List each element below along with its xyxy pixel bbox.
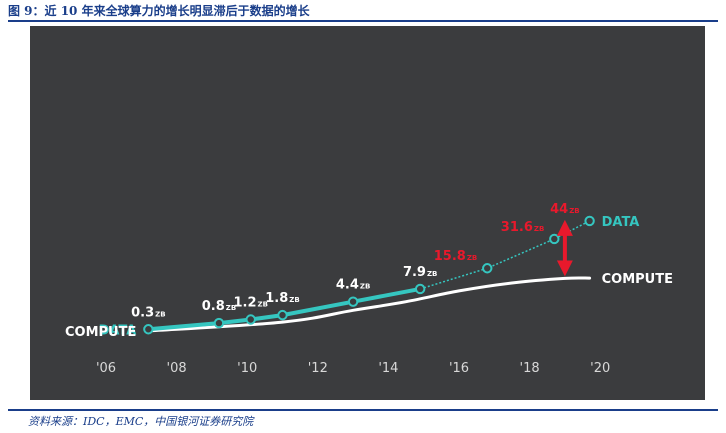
- source-note: 资料来源：IDC，EMC，中国银河证券研究院: [28, 415, 254, 428]
- x-tick-label: '20: [590, 361, 610, 376]
- x-tick-label: '08: [167, 361, 187, 376]
- data-point: [213, 317, 225, 329]
- x-tick-label: '10: [237, 361, 257, 376]
- data-value-label: 1.8ZB: [265, 291, 299, 306]
- data-value-label: 44ZB: [550, 202, 580, 217]
- compute-series-label-start: COMPUTE: [65, 325, 136, 340]
- data-series-label-end: DATA: [602, 215, 640, 230]
- data-point: [482, 263, 493, 274]
- data-value-label: 31.6ZB: [501, 220, 545, 235]
- data-point: [143, 324, 154, 335]
- figure-title: 图 9：近 10 年来全球算力的增长明显滞后于数据的增长: [8, 4, 310, 18]
- data-point: [277, 309, 288, 321]
- x-tick-label: '12: [308, 361, 328, 376]
- data-series-label-start: DATA: [99, 323, 137, 338]
- data-point: [549, 233, 560, 245]
- data-value-label: 0.3ZB: [131, 305, 165, 320]
- x-tick-label: '18: [520, 361, 540, 376]
- data-value-label: 4.4ZB: [336, 278, 370, 293]
- data-point: [245, 314, 256, 325]
- compute-series-line: [146, 276, 592, 333]
- x-tick-label: '16: [449, 361, 469, 376]
- data-point: [347, 296, 359, 307]
- data-point: [584, 215, 595, 227]
- data-series-line-solid: [148, 287, 421, 332]
- data-value-label: 1.2ZB: [234, 296, 268, 311]
- compute-series-label-end: COMPUTE: [602, 272, 673, 287]
- data-value-label: 15.8ZB: [434, 249, 478, 264]
- data-value-label: 0.8ZB: [202, 299, 236, 314]
- footer-rule: [8, 409, 718, 411]
- data-value-label: 7.9ZB: [403, 265, 437, 280]
- chart-panel: '06'08'10'12'14'16'18'20 0.3ZB 0.8ZB 1.2ZB 1…: [30, 26, 705, 400]
- x-tick-label: '14: [378, 361, 398, 376]
- title-rule: [8, 20, 718, 22]
- x-tick-label: '06: [96, 361, 116, 376]
- chart-svg: '06'08'10'12'14'16'18'200.3ZB0.8ZB1.2ZB1…: [65, 202, 673, 376]
- data-point: [414, 283, 426, 295]
